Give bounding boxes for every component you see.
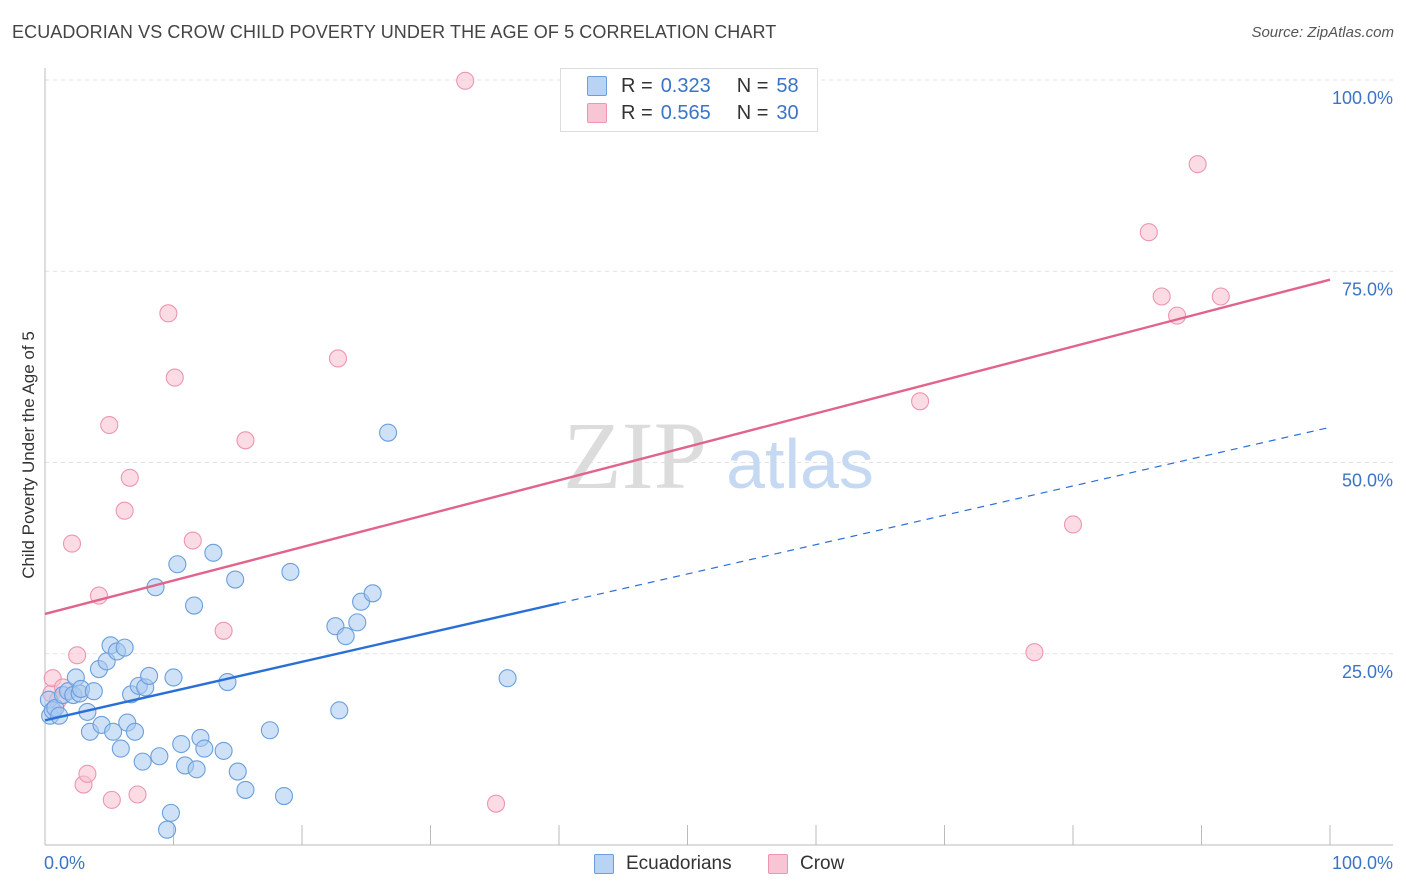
crow-point — [183, 531, 202, 550]
ecuadorian-point — [330, 701, 349, 720]
legend-n-value: 58 — [776, 74, 799, 97]
ecuadorian-point — [125, 722, 144, 741]
trend-layer — [44, 278, 1331, 722]
ecuadorian-point — [204, 543, 223, 562]
legend-row-crow: R = 0.565 N = 30 — [587, 100, 799, 126]
crow-point — [1025, 643, 1044, 662]
crow-point — [456, 71, 475, 90]
ecuadorian-trend-line — [44, 602, 560, 722]
crow-point — [128, 785, 147, 804]
crow-trend-line — [44, 278, 1331, 616]
bottom-legend-swatch-pink — [768, 854, 788, 874]
crow-point — [1139, 223, 1158, 242]
ecuadorian-point — [164, 668, 183, 687]
ecuadorian-point — [281, 562, 300, 581]
ecuadorian-point — [379, 423, 398, 442]
bottom-legend-swatch-blue — [594, 854, 614, 874]
ecuadorian-point — [226, 570, 245, 589]
ecuadorian-point — [218, 673, 237, 692]
ecuadorian-point — [498, 669, 517, 688]
ecuadorian-point — [336, 627, 355, 646]
crow-point — [100, 415, 119, 435]
source-credit: Source: ZipAtlas.com — [1251, 24, 1394, 41]
y-tick-label: 75.0% — [1342, 279, 1393, 299]
ecuadorian-point — [363, 584, 382, 603]
watermark-atlas: atlas — [726, 425, 874, 503]
crow-point — [1188, 155, 1207, 174]
points-layer — [39, 71, 1230, 839]
ecuadorian-point — [150, 747, 169, 766]
ecuadorian-point — [115, 638, 134, 657]
watermark: ZIP atlas — [563, 402, 874, 509]
crow-point — [486, 794, 506, 813]
ecuadorian-point — [260, 721, 279, 740]
chart-title: ECUADORIAN VS CROW CHILD POVERTY UNDER T… — [12, 22, 777, 42]
watermark-zip: ZIP — [563, 402, 707, 509]
legend-swatch-pink — [587, 103, 607, 123]
bottom-legend-crow: Crow — [768, 852, 844, 876]
crow-point — [159, 304, 178, 323]
ecuadorian-point — [185, 596, 204, 615]
bottom-legend-ecuadorians: Ecuadorians — [594, 852, 732, 876]
ecuadorian-point — [168, 555, 187, 574]
ecuadorian-point — [274, 786, 294, 806]
x-tick-label-max: 100.0% — [1332, 853, 1393, 873]
ecuadorian-trend-extension — [558, 426, 1331, 604]
y-axis-label: Child Poverty Under the Age of 5 — [19, 331, 38, 579]
bottom-legend-label: Crow — [800, 853, 845, 874]
y-tick-label: 50.0% — [1342, 471, 1393, 491]
crow-point — [68, 646, 87, 665]
legend-r-value: 0.323 — [660, 74, 711, 97]
crow-point — [102, 790, 121, 809]
legend: R = 0.323 N = 58 R = 0.565 N = 30 — [560, 68, 818, 132]
legend-r-label: R = — [621, 74, 653, 97]
crow-point — [62, 534, 82, 553]
ecuadorian-point — [111, 739, 130, 758]
ecuadorian-point — [161, 803, 180, 822]
ecuadorian-point — [158, 820, 177, 839]
ecuadorian-point — [84, 682, 103, 701]
legend-n-label: N = — [736, 74, 769, 97]
legend-n-value: 30 — [776, 101, 799, 124]
crow-point — [911, 392, 930, 411]
legend-swatch-blue — [587, 76, 607, 96]
y-tick-labels: 25.0% 50.0% 75.0% 100.0% — [1332, 88, 1393, 682]
crow-point — [236, 431, 255, 450]
legend-row-ecuadorians: R = 0.323 N = 58 — [587, 73, 799, 99]
y-tick-label: 25.0% — [1342, 662, 1393, 682]
ecuadorian-point — [104, 722, 123, 741]
crow-point — [78, 764, 97, 783]
legend-r-value: 0.565 — [660, 101, 711, 124]
bottom-legend-label: Ecuadorians — [626, 853, 732, 874]
grid-layer — [45, 79, 1393, 655]
ecuadorian-point — [348, 613, 367, 632]
crow-point — [214, 621, 233, 640]
crow-point — [120, 468, 139, 487]
ecuadorian-point — [228, 762, 247, 781]
legend-n-label: N = — [736, 101, 769, 124]
x-tick-label-min: 0.0% — [44, 853, 85, 873]
ecuadorian-point — [236, 780, 255, 799]
ecuadorian-point — [172, 734, 191, 754]
ecuadorian-point — [195, 739, 214, 758]
crow-point — [1152, 287, 1171, 306]
ecuadorian-point — [187, 760, 206, 779]
crow-point — [328, 349, 348, 368]
crow-point — [165, 368, 184, 387]
ecuadorian-point — [140, 666, 159, 685]
ecuadorian-point — [133, 752, 152, 771]
axis-layer — [44, 68, 1393, 846]
crow-point — [115, 501, 134, 520]
ecuadorian-point — [214, 741, 233, 760]
y-tick-label: 100.0% — [1332, 88, 1393, 108]
crow-point — [1211, 287, 1230, 306]
legend-r-label: R = — [621, 101, 653, 124]
crow-point — [1063, 515, 1083, 534]
